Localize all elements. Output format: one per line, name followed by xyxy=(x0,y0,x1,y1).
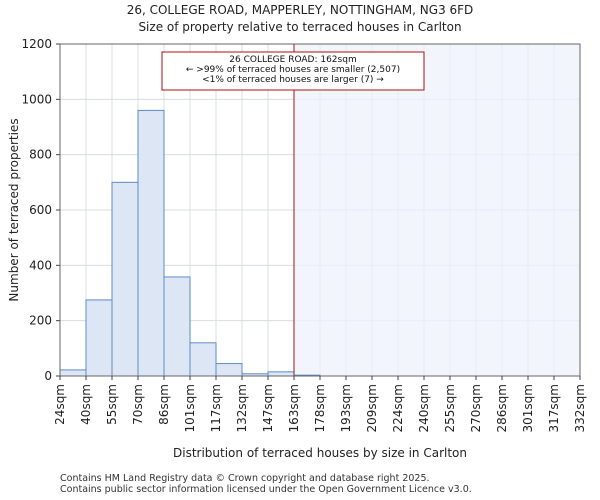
footer-attribution-1: Contains HM Land Registry data © Crown c… xyxy=(60,473,430,484)
bar-101sqm xyxy=(189,342,217,377)
x-tick-label-0: 24sqm xyxy=(53,384,67,425)
y-tick-label-1: 200 xyxy=(29,314,52,328)
annotation-line-1: 26 COLLEGE ROAD: 162sqm xyxy=(229,55,356,65)
x-tick-label-1: 40sqm xyxy=(79,384,93,425)
chart-title-address: 26, COLLEGE ROAD, MAPPERLEY, NOTTINGHAM,… xyxy=(126,3,474,17)
bar-70sqm xyxy=(137,109,165,377)
annotation-line-2: ← >99% of terraced houses are smaller (2… xyxy=(186,65,400,75)
bar-24sqm xyxy=(59,369,87,377)
histogram-chart: 26 COLLEGE ROAD: 162sqm ← >99% of terrac… xyxy=(7,37,587,460)
x-tick-label-10: 178sqm xyxy=(313,384,327,432)
bars-layer xyxy=(59,109,321,377)
x-tick-label-8: 147sqm xyxy=(261,384,275,432)
y-tick-label-6: 1200 xyxy=(21,37,52,51)
x-tick-label-13: 224sqm xyxy=(391,384,405,432)
bar-40sqm xyxy=(85,299,113,377)
x-tick-label-15: 255sqm xyxy=(443,384,457,432)
y-tick-label-5: 1000 xyxy=(21,92,52,106)
x-tick-label-19: 317sqm xyxy=(547,384,561,432)
marker-annotation: 26 COLLEGE ROAD: 162sqm ← >99% of terrac… xyxy=(161,51,425,91)
x-tick-label-18: 301sqm xyxy=(521,384,535,432)
y-axis-label: Number of terraced properties xyxy=(7,118,21,301)
y-tick-label-3: 600 xyxy=(29,203,52,217)
x-tick-label-2: 55sqm xyxy=(105,384,119,425)
bar-55sqm xyxy=(111,181,139,377)
x-tick-label-12: 209sqm xyxy=(365,384,379,432)
x-tick-label-9: 163sqm xyxy=(287,384,301,432)
x-tick-label-17: 286sqm xyxy=(495,384,509,432)
chart-title: Size of property relative to terraced ho… xyxy=(138,20,462,34)
x-axis-label: Distribution of terraced houses by size … xyxy=(173,446,467,460)
x-tick-label-6: 117sqm xyxy=(209,384,223,432)
y-tick-label-2: 400 xyxy=(29,258,52,272)
x-tick-label-16: 270sqm xyxy=(469,384,483,432)
x-tick-label-5: 101sqm xyxy=(183,384,197,432)
annotation-box xyxy=(161,51,425,91)
x-tick-label-14: 240sqm xyxy=(417,384,431,432)
x-tick-label-11: 193sqm xyxy=(339,384,353,432)
x-tick-label-3: 70sqm xyxy=(131,384,145,425)
x-tick-label-4: 86sqm xyxy=(157,384,171,425)
annotation-line-3: <1% of terraced houses are larger (7) → xyxy=(202,75,384,85)
bar-117sqm xyxy=(215,363,243,377)
y-tick-label-0: 0 xyxy=(44,369,52,383)
larger-region-highlight xyxy=(294,44,580,376)
bar-147sqm xyxy=(267,371,295,377)
bar-86sqm xyxy=(163,276,191,377)
x-axis-ticks: 24sqm 40sqm 55sqm 70sqm 86sqm 101sqm 117sqm 132… xyxy=(53,376,587,432)
x-tick-label-20: 332sqm xyxy=(573,384,587,432)
y-axis-ticks: 0 200 400 600 800 1000 1200 xyxy=(21,37,60,383)
footer-attribution-2: Contains public sector information licen… xyxy=(60,484,472,495)
y-tick-label-4: 800 xyxy=(29,148,52,162)
x-tick-label-7: 132sqm xyxy=(235,384,249,432)
